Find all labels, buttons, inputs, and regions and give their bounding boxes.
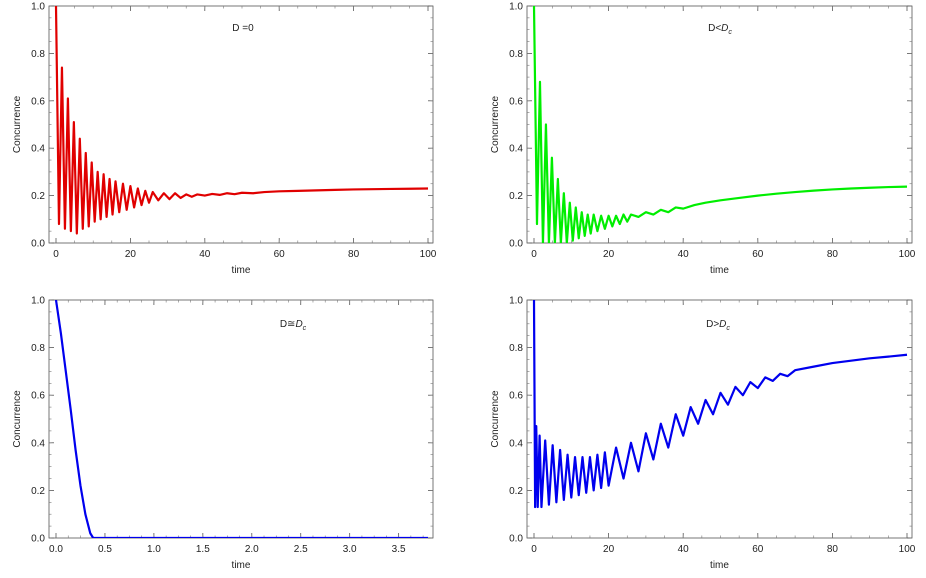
y-tick-label: 0.2 xyxy=(509,486,523,497)
y-tick-label: 1.0 xyxy=(509,2,523,13)
x-tick-label: 3.0 xyxy=(343,544,357,555)
chart-panel-3: 0.0 0.5 1.0 1.5 2.0 2.5 3.0 3.5 0.0 0.2 0.4 0.6 0.8 1… xyxy=(12,296,434,571)
y-tick-label: 0.4 xyxy=(509,144,523,155)
y-tick-label: 1.0 xyxy=(31,296,45,307)
y-axis-label: Concurrence xyxy=(490,95,501,153)
y-tick-label: 0.0 xyxy=(509,534,523,545)
y-tick-label: 0.4 xyxy=(31,144,45,155)
x-axis-label: time xyxy=(232,560,251,571)
series-line-1 xyxy=(54,6,429,235)
x-tick-label: 40 xyxy=(199,249,211,260)
series-line-2 xyxy=(532,6,908,243)
x-tick-label: 0.5 xyxy=(98,544,112,555)
x-tick-label: 2.5 xyxy=(294,544,308,555)
y-tick-label: 0.2 xyxy=(509,191,523,202)
y-tick-label: 0.0 xyxy=(509,239,523,250)
x-axis-label: time xyxy=(710,560,729,571)
x-tick-label: 40 xyxy=(678,249,690,260)
y-tick-label: 0.8 xyxy=(31,49,45,60)
plot-frame xyxy=(526,299,913,539)
x-tick-label: 80 xyxy=(348,249,360,260)
x-tick-label: 60 xyxy=(274,249,286,260)
panel-annotation: D≅Dc xyxy=(280,319,307,332)
y-tick-label: 0.0 xyxy=(31,534,45,545)
x-tick-label: 0 xyxy=(531,544,537,555)
y-tick-label: 0.4 xyxy=(509,438,523,449)
y-tick-label: 0.0 xyxy=(31,239,45,250)
x-tick-label: 60 xyxy=(752,249,764,260)
x-tick-label: 20 xyxy=(125,249,137,260)
y-tick-label: 0.8 xyxy=(509,343,523,354)
x-tick-label: 80 xyxy=(827,249,839,260)
y-tick-label: 1.0 xyxy=(509,296,523,307)
y-tick-label: 0.6 xyxy=(31,96,45,107)
series-line-3 xyxy=(54,300,428,538)
y-axis-label: Concurrence xyxy=(12,95,23,153)
x-tick-label: 40 xyxy=(678,544,690,555)
chart-panel-2: 0 20 40 60 80 100 0.0 0.2 0.4 0.6 0.8 1.0 time Concur… xyxy=(490,2,916,277)
y-tick-label: 0.6 xyxy=(509,391,523,402)
plot-frame xyxy=(526,5,913,244)
panel-annotation: D<Dc xyxy=(708,23,732,36)
y-axis-label: Concurrence xyxy=(490,390,501,448)
y-tick-label: 0.2 xyxy=(31,486,45,497)
y-tick-label: 0.4 xyxy=(31,438,45,449)
x-tick-label: 0 xyxy=(531,249,537,260)
x-tick-label: 100 xyxy=(899,249,916,260)
x-tick-label: 60 xyxy=(752,544,764,555)
y-tick-label: 1.0 xyxy=(31,2,45,13)
y-tick-label: 0.2 xyxy=(31,191,45,202)
plot-frame xyxy=(48,299,434,539)
x-tick-label: 0.0 xyxy=(49,544,63,555)
x-tick-label: 80 xyxy=(827,544,839,555)
x-tick-label: 1.0 xyxy=(147,544,161,555)
x-tick-label: 100 xyxy=(420,249,437,260)
y-tick-label: 0.6 xyxy=(509,96,523,107)
panel-annotation: D =0 xyxy=(232,23,254,34)
chart-panel-4: 0 20 40 60 80 100 0.0 0.2 0.4 0.6 0.8 1.0 time Concur… xyxy=(490,296,916,572)
x-tick-label: 100 xyxy=(899,544,916,555)
y-tick-label: 0.8 xyxy=(31,343,45,354)
x-tick-label: 0 xyxy=(53,249,59,260)
x-tick-label: 3.5 xyxy=(392,544,406,555)
y-tick-label: 0.6 xyxy=(31,391,45,402)
x-tick-label: 20 xyxy=(603,544,615,555)
x-tick-label: 1.5 xyxy=(196,544,210,555)
chart-panel-1: 0 20 40 60 80 100 0.0 0.2 0.4 0.6 0.8 1.0 time Concur… xyxy=(12,2,437,277)
series-line-4 xyxy=(532,300,908,509)
x-axis-label: time xyxy=(710,265,729,276)
x-axis-label: time xyxy=(232,265,251,276)
y-axis-label: Concurrence xyxy=(12,390,23,448)
x-tick-label: 2.0 xyxy=(245,544,259,555)
x-tick-label: 20 xyxy=(603,249,615,260)
panel-annotation: D>Dc xyxy=(706,319,730,332)
y-tick-label: 0.8 xyxy=(509,49,523,60)
